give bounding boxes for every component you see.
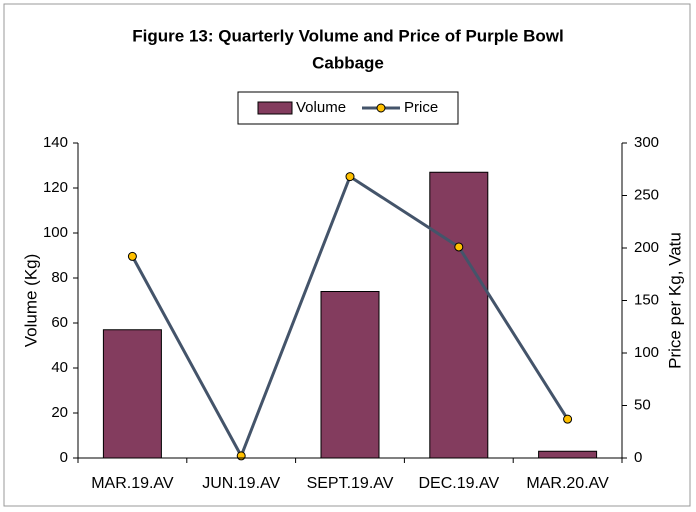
x-tick-label: MAR.19.AV — [91, 475, 174, 492]
x-tick-label: SEPT.19.AV — [307, 475, 394, 492]
legend-swatch — [257, 101, 293, 115]
legend-marker — [376, 103, 386, 113]
y2-axis-label: Price per Kg, Vatu — [665, 232, 684, 369]
y-tick-label: 80 — [51, 269, 68, 286]
price-marker — [454, 242, 464, 252]
price-marker — [563, 414, 573, 424]
y-tick-label: 120 — [43, 179, 68, 196]
y-tick-label: 60 — [51, 314, 68, 331]
chart-title: Figure 13: Quarterly Volume and Price of… — [132, 26, 563, 45]
chart-title: Cabbage — [312, 53, 384, 72]
y2-tick-label: 100 — [634, 344, 659, 361]
bar — [538, 450, 598, 459]
price-marker — [345, 172, 355, 182]
bar — [320, 291, 380, 459]
y2-tick-label: 150 — [634, 291, 659, 308]
price-marker — [236, 451, 246, 461]
legend-label: Price — [404, 99, 438, 116]
y-tick-label: 0 — [60, 449, 68, 466]
y2-tick-label: 50 — [634, 396, 651, 413]
y2-tick-label: 300 — [634, 134, 659, 151]
x-tick-label: MAR.20.AV — [526, 475, 609, 492]
y-tick-label: 100 — [43, 224, 68, 241]
y2-tick-label: 250 — [634, 186, 659, 203]
bar — [429, 171, 489, 459]
x-tick-label: JUN.19.AV — [202, 475, 280, 492]
y-tick-label: 20 — [51, 404, 68, 421]
x-tick-label: DEC.19.AV — [418, 475, 499, 492]
legend-label: Volume — [296, 99, 346, 116]
bar — [102, 329, 162, 459]
y-tick-label: 40 — [51, 359, 68, 376]
y-axis-label: Volume (Kg) — [21, 254, 40, 348]
y2-tick-label: 0 — [634, 449, 642, 466]
y-tick-label: 140 — [43, 134, 68, 151]
y2-tick-label: 200 — [634, 239, 659, 256]
price-marker — [127, 251, 137, 261]
